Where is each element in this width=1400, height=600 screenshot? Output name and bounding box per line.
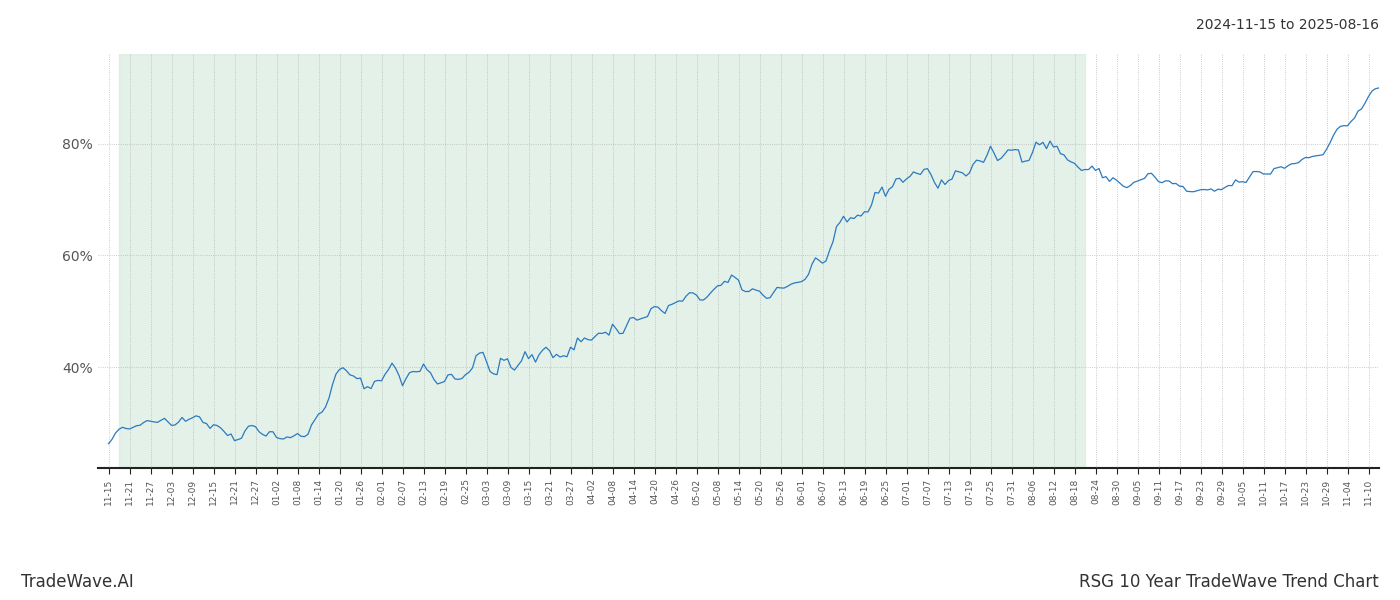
Text: TradeWave.AI: TradeWave.AI [21, 573, 134, 591]
Text: 2024-11-15 to 2025-08-16: 2024-11-15 to 2025-08-16 [1196, 18, 1379, 32]
Text: RSG 10 Year TradeWave Trend Chart: RSG 10 Year TradeWave Trend Chart [1079, 573, 1379, 591]
Bar [119, 54, 1085, 468]
